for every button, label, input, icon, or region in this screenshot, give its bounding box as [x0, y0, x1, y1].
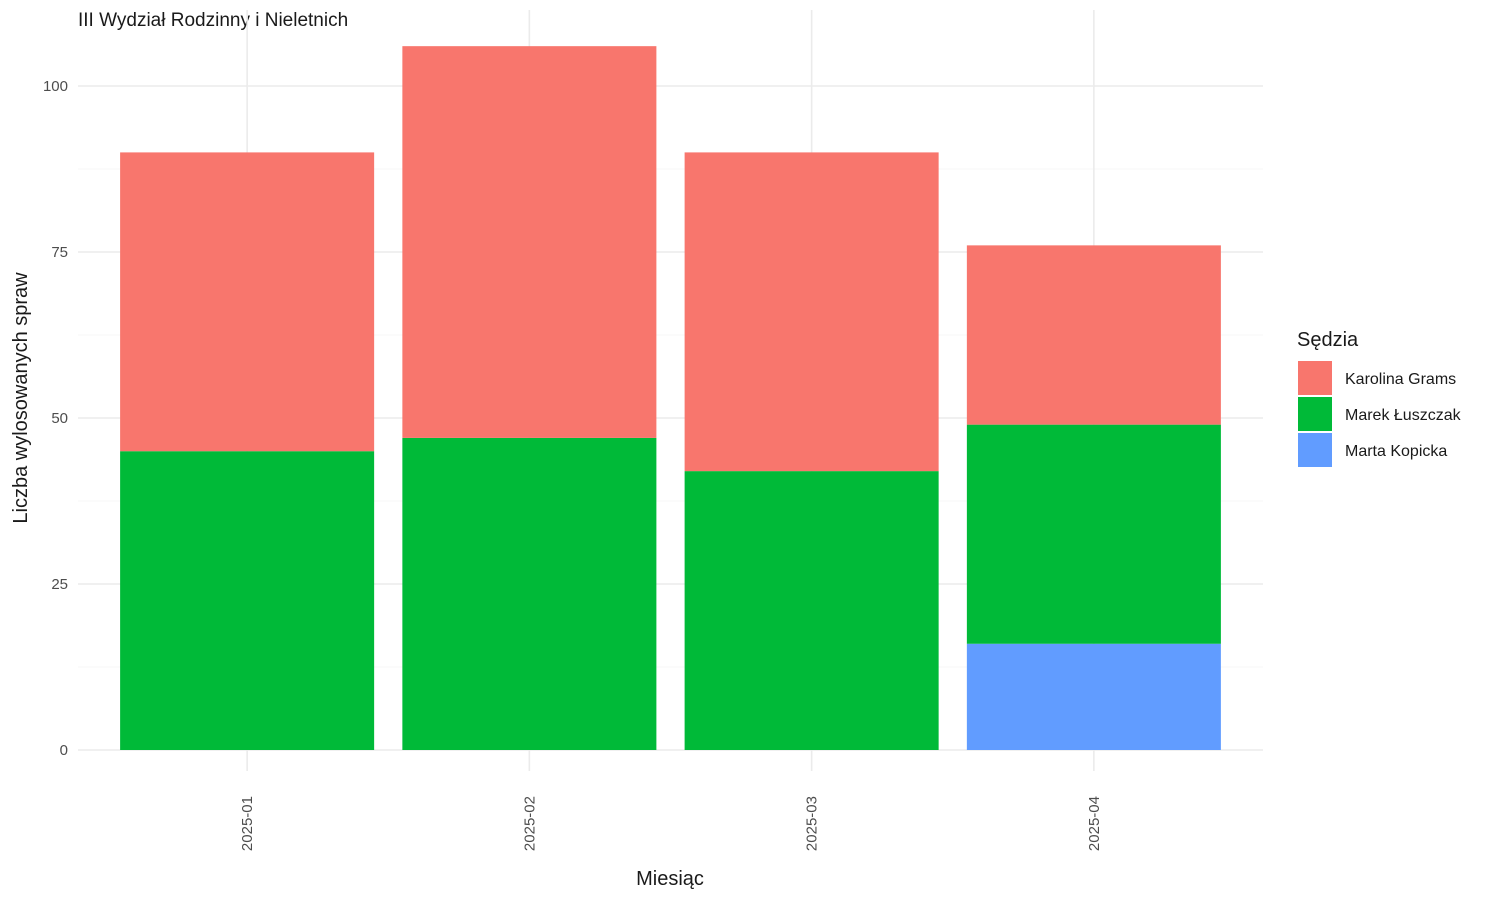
x-tick-label: 2025-01	[239, 796, 256, 851]
legend-label: Marta Kopicka	[1345, 443, 1447, 460]
legend-title: Sędzia	[1297, 329, 1359, 351]
bar-segment	[402, 46, 657, 438]
legend-swatch	[1298, 397, 1332, 431]
y-axis-ticks: 0 25 50 75 100	[43, 78, 68, 759]
x-tick-label: 2025-04	[1086, 796, 1103, 851]
legend-label: Karolina Grams	[1345, 371, 1456, 388]
legend-items: Karolina Grams Marek Łuszczak Marta Kopick…	[1298, 361, 1462, 467]
bars-group	[120, 46, 1221, 750]
y-tick-label: 25	[51, 576, 68, 593]
x-axis-title: Miesiąc	[636, 868, 704, 890]
y-axis-title: Liczba wylosowanych spraw	[10, 272, 32, 524]
bar-segment	[120, 451, 375, 750]
y-tick-label: 0	[60, 742, 68, 759]
legend-label: Marek Łuszczak	[1345, 407, 1462, 424]
legend-swatch	[1298, 433, 1332, 467]
bar-segment	[402, 437, 657, 750]
legend: Sędzia Karolina Grams Marek Łuszczak Marta…	[1297, 329, 1462, 467]
y-tick-label: 50	[51, 410, 68, 427]
bar-segment	[966, 643, 1221, 750]
bar-segment	[684, 471, 939, 750]
chart-title: III Wydział Rodzinny i Nieletnich	[78, 10, 348, 31]
y-tick-label: 75	[51, 244, 68, 261]
legend-swatch	[1298, 361, 1332, 395]
x-tick-label: 2025-03	[804, 796, 821, 851]
bar-segment	[966, 245, 1221, 425]
y-tick-label: 100	[43, 78, 68, 95]
bar-segment	[120, 152, 375, 452]
bar-segment	[684, 152, 939, 472]
bar-segment	[966, 424, 1221, 644]
x-tick-label: 2025-02	[521, 796, 538, 851]
x-axis-ticks: 2025-01 2025-02 2025-03 2025-04	[239, 796, 1103, 851]
